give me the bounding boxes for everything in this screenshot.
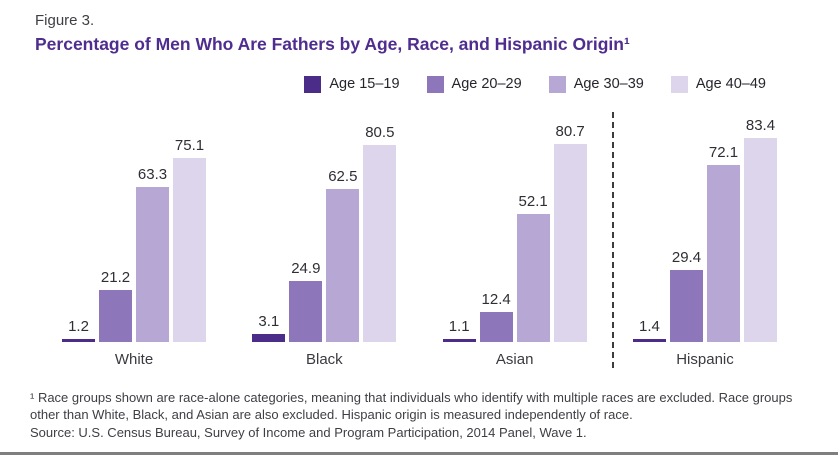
chart-legend: Age 15–19 Age 20–29 Age 30–39 Age 40–49 xyxy=(0,75,766,93)
bar xyxy=(136,186,169,342)
bar-column: 80.7 xyxy=(553,122,587,342)
value-label: 72.1 xyxy=(708,143,739,161)
legend-item-age-15-19: Age 15–19 xyxy=(304,75,400,93)
category-label: Asian xyxy=(495,350,534,368)
bars-row: 1.2 21.2 63.3 75.1 xyxy=(62,110,206,342)
bar xyxy=(99,289,132,342)
bar xyxy=(632,338,666,342)
bar-column: 80.5 xyxy=(363,123,397,342)
value-label: 12.4 xyxy=(481,290,511,308)
bar xyxy=(62,338,95,342)
chart-area: 1.2 21.2 63.3 75.1 White 3.1 24.9 62.5 80.5 Black… xyxy=(0,110,838,372)
value-label: 3.1 xyxy=(258,312,280,330)
bar xyxy=(289,280,323,342)
bar xyxy=(363,144,397,342)
legend-item-age-40-49: Age 40–49 xyxy=(670,75,766,93)
value-label: 75.1 xyxy=(174,136,205,154)
bar-group-asian: 1.1 12.4 52.1 80.7 Asian xyxy=(442,110,587,372)
bar xyxy=(479,311,513,342)
legend-item-age-30-39: Age 30–39 xyxy=(548,75,644,93)
bar-column: 1.2 xyxy=(62,318,95,342)
legend-item-age-20-29: Age 20–29 xyxy=(426,75,522,93)
bar-column: 83.4 xyxy=(743,116,777,342)
value-label: 1.1 xyxy=(448,317,470,335)
legend-swatch-age-40-49 xyxy=(670,75,688,93)
value-label: 83.4 xyxy=(745,116,776,134)
figure-footnotes: ¹ Race groups shown are race-alone categ… xyxy=(0,372,838,441)
legend-swatch-age-30-39 xyxy=(548,75,566,93)
value-label: 62.5 xyxy=(328,167,358,185)
value-label: 63.3 xyxy=(137,165,168,183)
bar-column: 1.1 xyxy=(442,317,476,342)
bar xyxy=(326,188,360,342)
bar-column: 24.9 xyxy=(289,259,323,342)
bar-column: 29.4 xyxy=(669,248,703,342)
bar-column: 62.5 xyxy=(326,167,360,342)
bar xyxy=(553,143,587,342)
value-label: 24.9 xyxy=(291,259,321,277)
category-label: Hispanic xyxy=(676,350,734,368)
bar-column: 52.1 xyxy=(516,192,550,342)
footnote-text: ¹ Race groups shown are race-alone categ… xyxy=(30,389,793,422)
legend-swatch-age-20-29 xyxy=(426,75,444,93)
bars-row: 1.1 12.4 52.1 80.7 xyxy=(442,110,587,342)
legend-swatch-age-15-19 xyxy=(304,75,322,93)
value-label: 80.5 xyxy=(365,123,395,141)
value-label: 80.7 xyxy=(555,122,585,140)
bar-column: 63.3 xyxy=(136,166,169,342)
legend-label: Age 40–49 xyxy=(695,76,766,92)
figure-title: Percentage of Men Who Are Fathers by Age… xyxy=(35,33,630,54)
bar-column: 12.4 xyxy=(479,290,513,342)
bar-column: 1.4 xyxy=(632,317,666,342)
bars-row: 3.1 24.9 62.5 80.5 xyxy=(252,110,397,342)
figure-number: Figure 3. xyxy=(35,12,95,29)
legend-label: Age 20–29 xyxy=(451,76,522,92)
value-label: 1.2 xyxy=(68,317,89,335)
category-label: White xyxy=(114,350,154,368)
bottom-border-rule xyxy=(0,452,838,455)
bar xyxy=(743,137,777,342)
bar xyxy=(669,269,703,342)
bar-group-black: 3.1 24.9 62.5 80.5 Black xyxy=(252,110,397,372)
legend-label: Age 30–39 xyxy=(573,76,644,92)
bars-row: 1.4 29.4 72.1 83.4 xyxy=(632,110,777,342)
bar xyxy=(706,164,740,342)
figure-header: Figure 3. Percentage of Men Who Are Fath… xyxy=(0,0,838,56)
source-text: Source: U.S. Census Bureau, Survey of In… xyxy=(30,424,587,440)
value-label: 1.4 xyxy=(639,317,660,335)
bar xyxy=(516,213,550,342)
bar-group-hispanic: 1.4 29.4 72.1 83.4 Hispanic xyxy=(632,110,777,372)
bar xyxy=(442,338,476,342)
bar-column: 75.1 xyxy=(173,137,206,342)
hispanic-separator-dashed-line xyxy=(612,111,614,368)
legend-label: Age 15–19 xyxy=(329,76,400,92)
category-label: Black xyxy=(305,350,343,368)
value-label: 29.4 xyxy=(671,248,702,266)
bar-column: 72.1 xyxy=(706,143,740,342)
bar-column: 21.2 xyxy=(99,269,132,342)
bar-column: 3.1 xyxy=(252,312,286,342)
bar xyxy=(173,157,206,342)
value-label: 52.1 xyxy=(518,192,548,210)
bar-chart: 1.2 21.2 63.3 75.1 White 3.1 24.9 62.5 80.5 Black… xyxy=(0,110,838,372)
bar-group-white: 1.2 21.2 63.3 75.1 White xyxy=(62,110,206,372)
value-label: 21.2 xyxy=(100,268,131,286)
bar xyxy=(252,333,286,342)
